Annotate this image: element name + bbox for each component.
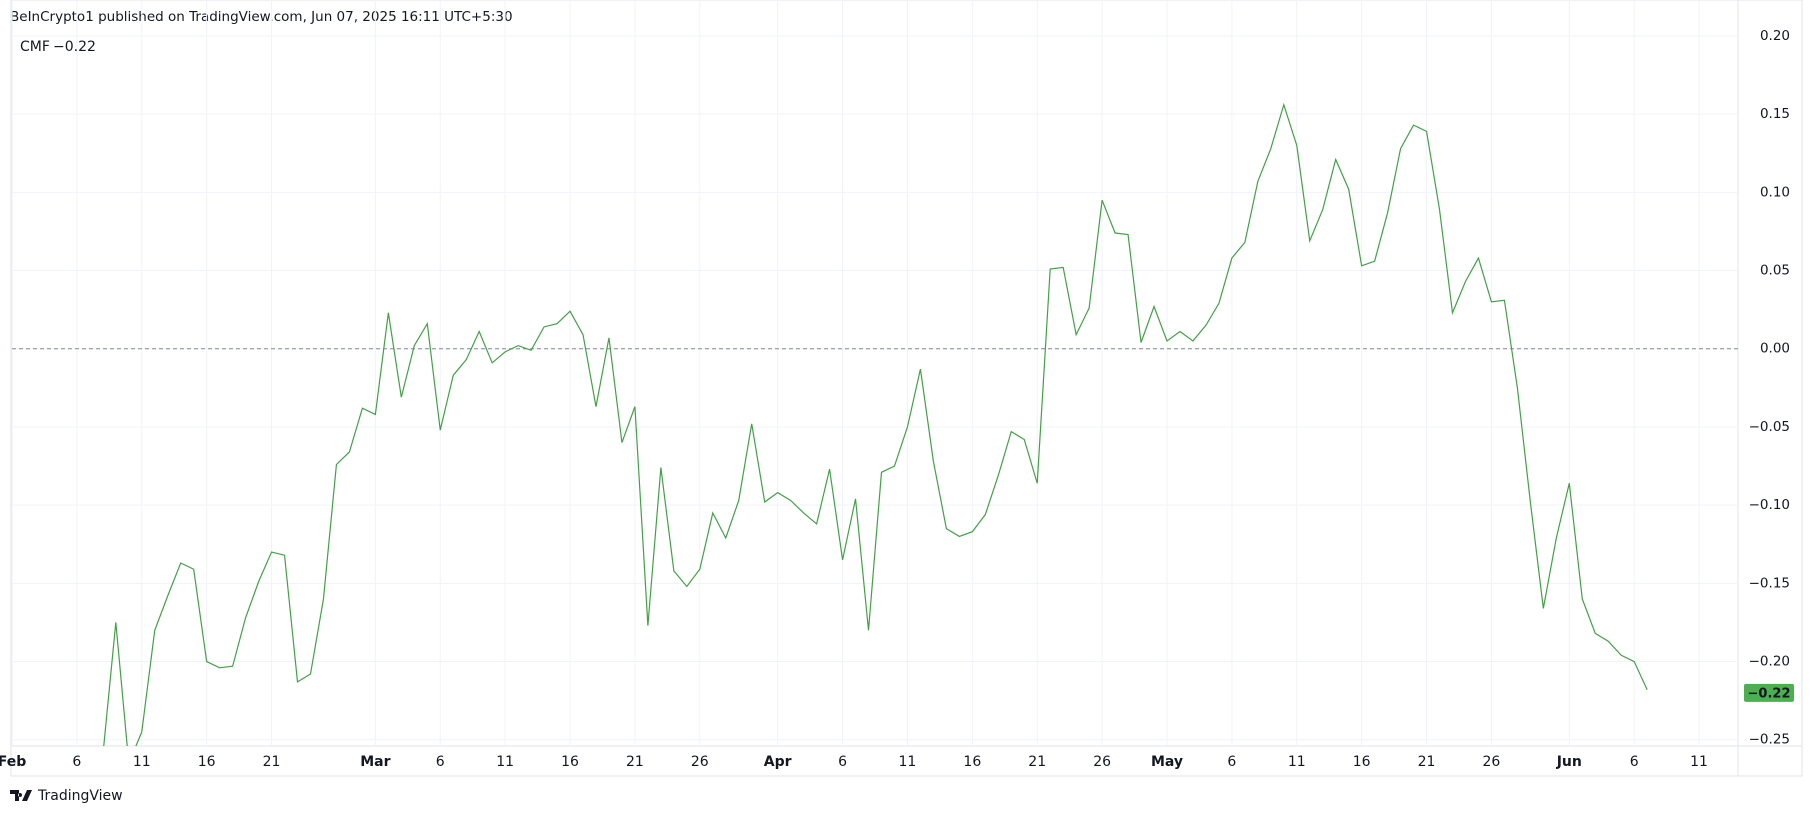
- indicator-value: −0.22: [53, 39, 96, 55]
- brand-name: TradingView: [37, 788, 123, 804]
- x-tick-label: 6: [838, 754, 847, 770]
- y-tick-label: −0.20: [1749, 654, 1790, 670]
- x-tick-label: 26: [691, 754, 709, 770]
- x-tick-label: 6: [1630, 754, 1639, 770]
- y-tick-label: −0.05: [1749, 419, 1790, 435]
- x-tick-label: 11: [496, 754, 514, 770]
- x-tick-label: 26: [1483, 754, 1501, 770]
- x-tick-label: 21: [626, 754, 644, 770]
- x-tick-label: 6: [72, 754, 81, 770]
- x-tick-label: 6: [436, 754, 445, 770]
- x-tick-label: 21: [263, 754, 281, 770]
- x-tick-label: 21: [1418, 754, 1436, 770]
- last-value-badge: [1744, 683, 1794, 702]
- brand-logo: [10, 790, 32, 801]
- x-tick-label: Jun: [1556, 754, 1582, 770]
- x-tick-label: 11: [899, 754, 917, 770]
- x-tick-label: 16: [963, 754, 981, 770]
- x-tick-label: 16: [1353, 754, 1371, 770]
- grid: [11, 0, 1738, 746]
- x-tick-label: Feb: [0, 754, 26, 770]
- x-tick-label: Apr: [764, 754, 792, 770]
- y-tick-label: 0.10: [1760, 184, 1790, 200]
- y-tick-label: −0.15: [1749, 575, 1790, 591]
- y-tick-label: 0.05: [1760, 263, 1790, 279]
- y-tick-label: 0.20: [1760, 28, 1790, 44]
- plot-area: [12, 102, 1738, 746]
- indicator-name: CMF: [20, 39, 50, 55]
- x-tick-label: 11: [1690, 754, 1708, 770]
- x-tick-label: 11: [1288, 754, 1306, 770]
- chart-frame: [10, 0, 1803, 777]
- last-value-label: −0.22: [1748, 686, 1791, 701]
- y-tick-label: −0.25: [1749, 732, 1790, 748]
- x-tick-label: 6: [1227, 754, 1236, 770]
- x-tick-label: May: [1151, 754, 1183, 770]
- publish-header: BeInCrypto1 published on TradingView.com…: [10, 9, 513, 25]
- x-tick-label: Mar: [360, 754, 390, 770]
- y-tick-label: −0.10: [1749, 497, 1790, 513]
- y-tick-label: 0.00: [1760, 341, 1790, 357]
- cmf-line: [103, 102, 1648, 746]
- x-tick-label: 16: [198, 754, 216, 770]
- x-tick-label: 16: [561, 754, 579, 770]
- x-tick-label: 11: [133, 754, 151, 770]
- x-tick-label: 21: [1028, 754, 1046, 770]
- x-tick-label: 26: [1093, 754, 1111, 770]
- y-tick-label: 0.15: [1760, 106, 1790, 122]
